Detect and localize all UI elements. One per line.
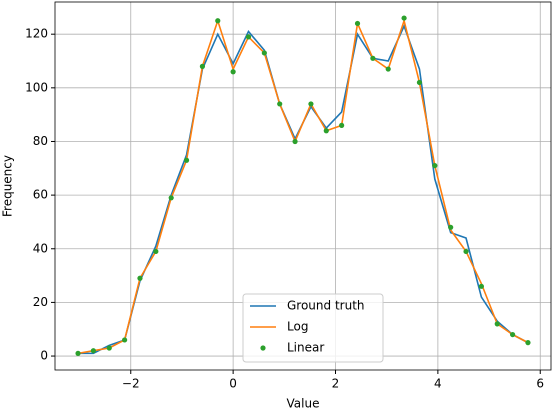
data-point xyxy=(215,18,221,24)
x-axis-label: Value xyxy=(287,397,320,410)
data-point xyxy=(354,20,361,27)
data-point xyxy=(416,79,423,86)
data-point xyxy=(153,248,159,255)
data-point xyxy=(308,101,314,107)
data-point xyxy=(199,63,206,69)
data-point xyxy=(75,350,81,356)
legend-label: Linear xyxy=(287,341,324,355)
data-point xyxy=(90,348,96,354)
y-tick-label: 100 xyxy=(25,80,48,94)
y-axis-label: Frequency xyxy=(1,155,15,217)
data-point xyxy=(463,248,469,255)
data-point xyxy=(525,340,531,346)
data-point xyxy=(432,163,438,169)
data-point xyxy=(137,275,143,281)
data-point xyxy=(478,283,484,289)
data-point xyxy=(401,15,407,21)
data-point xyxy=(106,345,112,351)
data-point xyxy=(183,157,190,163)
data-point xyxy=(323,128,329,134)
data-point xyxy=(339,122,345,128)
y-tick-label: 20 xyxy=(33,295,48,309)
y-tick-label: 80 xyxy=(33,134,48,148)
y-tick-label: 120 xyxy=(25,27,48,41)
plot-frame xyxy=(54,1,552,371)
x-tick-label: −2 xyxy=(122,377,140,391)
x-tick-label: 4 xyxy=(434,377,442,391)
y-tick-label: 60 xyxy=(33,188,48,202)
data-point xyxy=(261,50,267,56)
data-point xyxy=(370,55,376,61)
y-tick-label: 0 xyxy=(40,349,48,363)
data-point xyxy=(230,69,236,75)
legend: Ground truth Log Linear xyxy=(242,293,384,363)
legend-label: Ground truth xyxy=(287,299,365,313)
data-point xyxy=(245,34,252,40)
x-tick-label: 0 xyxy=(229,377,237,391)
x-tick-label: 6 xyxy=(536,377,544,391)
data-point xyxy=(448,224,454,230)
data-point xyxy=(292,138,298,145)
data-point xyxy=(168,195,174,201)
data-point xyxy=(510,331,516,338)
x-tick-label: 2 xyxy=(332,377,340,391)
data-point xyxy=(122,337,128,343)
legend-box xyxy=(242,293,384,363)
data-point xyxy=(385,66,391,72)
data-point xyxy=(494,321,500,327)
y-tick-label: 40 xyxy=(33,241,48,255)
legend-label: Log xyxy=(287,320,308,334)
data-line xyxy=(77,17,529,355)
legend-swatch xyxy=(260,345,266,351)
data-point xyxy=(277,101,283,107)
